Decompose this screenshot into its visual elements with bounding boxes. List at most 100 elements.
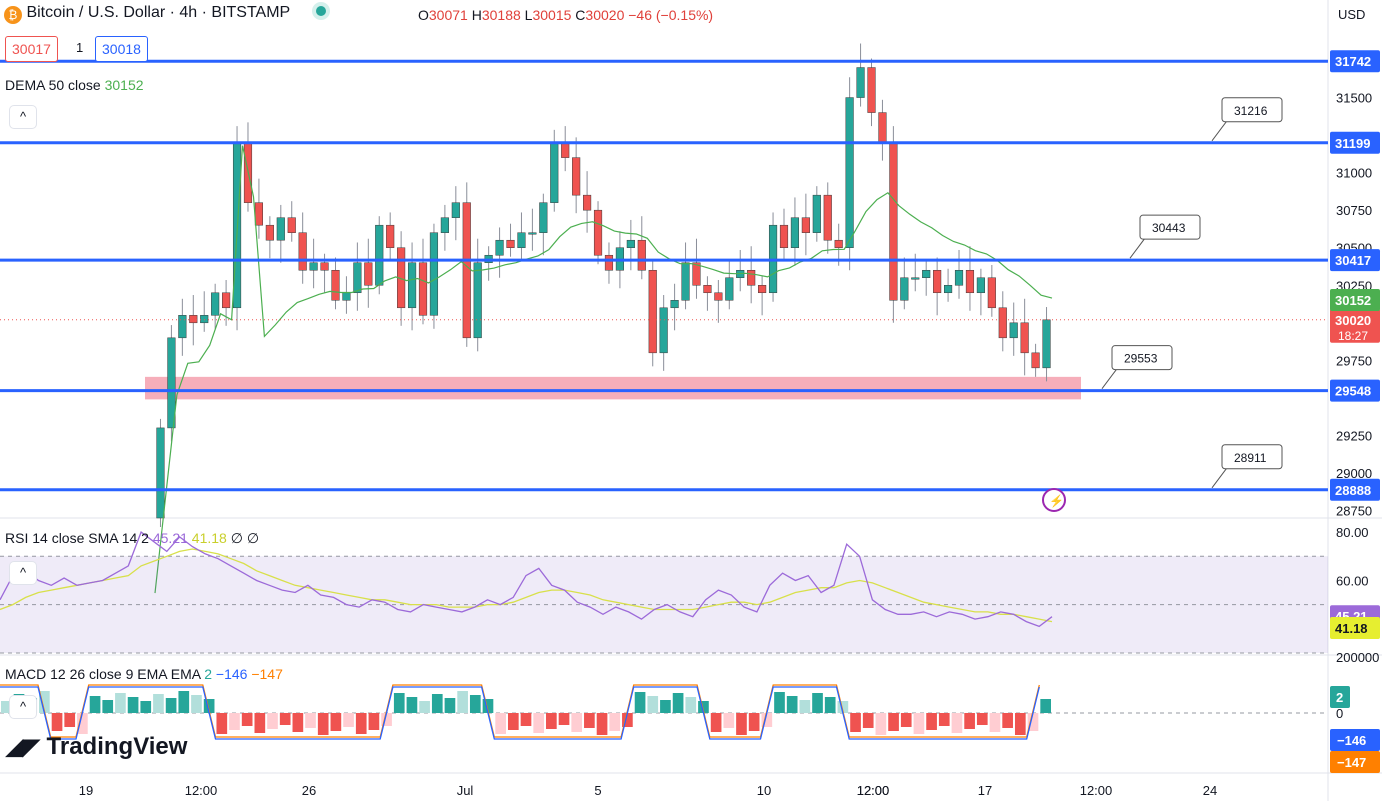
x-tick-label: 10 xyxy=(757,783,771,798)
y-tick-label: 31000 xyxy=(1336,166,1372,181)
macd-histogram-bar xyxy=(938,713,950,726)
collapse-macd-button[interactable]: ^ xyxy=(10,696,36,718)
buy-button[interactable]: 30018 xyxy=(95,36,148,62)
macd-histogram-bar xyxy=(761,713,773,727)
x-tick-label: 26 xyxy=(302,783,316,798)
y-tick-label: 31500 xyxy=(1336,91,1372,106)
dema-line xyxy=(154,145,1053,594)
candle xyxy=(944,285,953,294)
candle xyxy=(429,232,439,316)
level-price-label: 31199 xyxy=(1335,136,1370,151)
sell-button[interactable]: 30017 xyxy=(5,36,58,62)
x-tick-label: 12:00 xyxy=(1080,783,1113,798)
candle xyxy=(922,269,931,279)
dema-price-tag xyxy=(1330,288,1380,311)
macd-histogram-bar xyxy=(305,713,316,728)
candle xyxy=(386,224,395,248)
collapse-main-button[interactable]: ^ xyxy=(10,106,36,128)
candle xyxy=(703,285,712,294)
alert-icon-glyph: ⚡ xyxy=(1049,494,1064,508)
macd-histogram-bar xyxy=(267,713,278,729)
callout-pointer xyxy=(1101,368,1118,389)
macd-histogram-bar xyxy=(1002,713,1013,728)
x-tick-label: 12:00 xyxy=(857,783,890,798)
macd-signal-tag xyxy=(1330,751,1380,773)
macd-histogram-bar xyxy=(203,699,215,713)
candle xyxy=(375,224,384,286)
candle xyxy=(900,277,909,301)
candle xyxy=(867,67,876,113)
candle xyxy=(276,217,285,241)
callout-box xyxy=(1139,214,1201,240)
candle xyxy=(353,262,362,294)
macd-histogram-bar xyxy=(140,701,152,713)
rsi-sma-value-tag xyxy=(1330,616,1380,639)
macd-histogram-bar xyxy=(951,713,963,733)
tradingview-logo[interactable]: ◢◤ TradingView xyxy=(6,733,188,760)
dema-legend[interactable]: DEMA 50 close 30152 xyxy=(5,77,144,93)
y-tick-label: 29000 xyxy=(1336,466,1372,481)
macd-value-label: −146 xyxy=(1337,733,1366,748)
candle xyxy=(189,315,198,324)
level-price-tag xyxy=(1330,379,1380,402)
macd-hist-tag xyxy=(1330,686,1350,708)
macd-histogram-bar xyxy=(989,713,1001,732)
macd-histogram-bar xyxy=(381,713,392,726)
level-price-tag xyxy=(1330,478,1380,501)
macd-histogram-bar xyxy=(1014,713,1026,735)
candle xyxy=(834,239,843,248)
candle xyxy=(320,262,329,271)
candle xyxy=(583,194,592,211)
macd-histogram-bar xyxy=(1040,699,1051,713)
rsi-legend[interactable]: RSI 14 close SMA 14 2 45.21 41.18 ∅ ∅ xyxy=(5,530,260,546)
candle xyxy=(265,224,274,241)
candle xyxy=(626,239,635,248)
candle xyxy=(889,142,898,301)
candle xyxy=(298,232,307,271)
macd-histogram-bar xyxy=(964,713,975,729)
macd-histogram-bar xyxy=(330,713,342,731)
rsi-sma-line xyxy=(0,548,1053,623)
x-tick-label: Jul xyxy=(457,783,474,798)
macd-histogram-bar xyxy=(736,713,747,735)
macd-histogram-bar xyxy=(786,696,798,713)
candle xyxy=(539,202,548,233)
level-price-tag xyxy=(1330,50,1380,73)
collapse-rsi-button[interactable]: ^ xyxy=(10,562,36,584)
macd-histogram-bar xyxy=(685,697,697,713)
macd-legend[interactable]: MACD 12 26 close 9 EMA EMA 2 −146 −147 xyxy=(5,666,283,682)
macd-histogram-bar xyxy=(888,713,899,731)
candle xyxy=(254,202,263,226)
candle xyxy=(561,142,570,158)
macd-histogram-bar xyxy=(77,713,88,734)
macd-histogram-bar xyxy=(279,713,291,725)
macd-histogram-bar xyxy=(393,693,405,713)
candle xyxy=(779,224,789,248)
macd-histogram-bar xyxy=(495,713,506,734)
candle xyxy=(222,292,231,309)
level-price-tag xyxy=(1330,249,1380,272)
ohlc-values: O30071 H30188 L30015 C30020 −46 (−0.15%) xyxy=(418,7,714,23)
candle xyxy=(911,277,920,280)
macd-histogram-bar xyxy=(850,713,861,732)
level-price-label: 28888 xyxy=(1335,483,1371,498)
macd-histogram-bar xyxy=(571,713,583,732)
bitcoin-icon: ₿ xyxy=(4,6,22,24)
macd-histogram-bar xyxy=(178,691,190,713)
symbol-header[interactable]: ₿ Bitcoin / U.S. Dollar · 4h · BITSTAMP xyxy=(4,4,327,24)
candle xyxy=(593,209,603,256)
tradingview-icon: ◢◤ xyxy=(6,734,40,759)
rsi-tick-label: 60.00 xyxy=(1336,573,1369,588)
candle xyxy=(790,217,800,248)
candle xyxy=(342,292,351,301)
candle xyxy=(812,194,821,233)
macd-histogram-bar xyxy=(837,701,849,713)
macd-histogram-bar xyxy=(584,713,595,728)
candle xyxy=(364,262,373,286)
candle xyxy=(604,254,614,271)
macd-histogram-bar xyxy=(469,695,481,713)
candle xyxy=(670,300,679,309)
rsi-sma-value-label: 41.18 xyxy=(1335,621,1368,636)
macd-histogram-bar xyxy=(444,698,456,713)
